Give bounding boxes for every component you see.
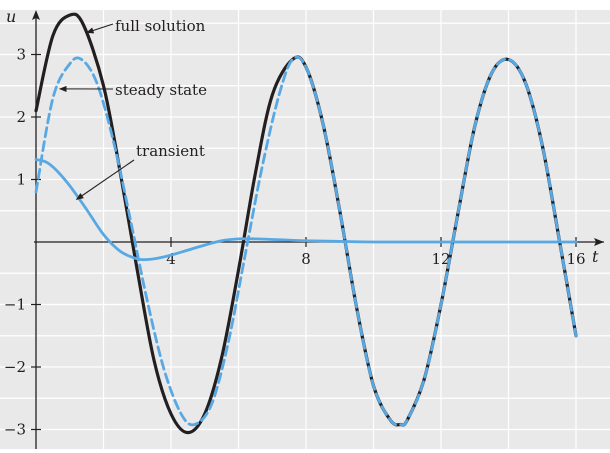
x-tick-label: 16	[566, 250, 585, 268]
annotation-label: transient	[136, 142, 205, 160]
plot-background	[0, 10, 610, 449]
x-axis-label: t	[592, 247, 599, 266]
y-tick-label: 1	[16, 171, 26, 189]
y-tick-label: −3	[4, 421, 26, 439]
y-tick-label: 3	[16, 46, 26, 64]
x-tick-label: 4	[166, 250, 176, 268]
y-tick-label: 2	[16, 108, 26, 126]
plot-area	[0, 10, 610, 449]
x-tick-label: 8	[301, 250, 311, 268]
y-axis-label: u	[6, 7, 16, 26]
y-tick-label: −1	[4, 296, 26, 314]
y-tick-label: −2	[4, 358, 26, 376]
annotation-label: steady state	[115, 81, 207, 99]
annotation-label: full solution	[115, 17, 206, 35]
